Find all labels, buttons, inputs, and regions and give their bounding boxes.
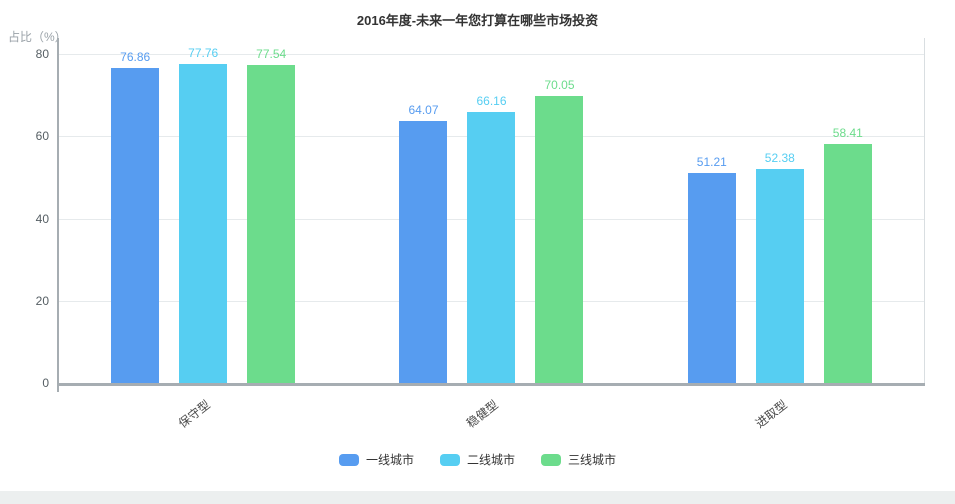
bar	[247, 65, 296, 384]
bar-slot: 64.07	[399, 103, 448, 384]
legend-label: 三线城市	[568, 453, 617, 467]
bar	[755, 168, 804, 384]
bar-value-label: 66.16	[476, 93, 507, 108]
bar-slot: 66.16	[467, 94, 516, 384]
bar-slot: 77.54	[247, 47, 296, 384]
bar-slot: 52.38	[755, 151, 804, 384]
legend-swatch-icon	[541, 453, 561, 466]
bar	[467, 111, 516, 384]
chart-title: 2016年度-未来一年您打算在哪些市场投资	[356, 13, 599, 28]
y-tick-label: 60	[35, 129, 49, 144]
bar-value-label: 52.38	[764, 150, 795, 165]
x-axis-line	[57, 383, 925, 386]
bar-value-label: 70.05	[544, 77, 575, 92]
legend-swatch-icon	[439, 453, 460, 466]
bar-group: 76.86 77.76 77.54 保守型	[59, 38, 347, 431]
bar-value-label: 76.86	[120, 49, 151, 64]
bar-slot: 51.21	[687, 155, 736, 384]
bar	[399, 120, 448, 384]
bar-value-label: 64.07	[408, 102, 439, 117]
legend-item[interactable]: 三线城市	[541, 451, 616, 468]
y-tick-label: 20	[35, 293, 49, 308]
x-category-label: 进取型	[752, 397, 790, 431]
bar-slot: 76.86	[111, 50, 160, 384]
bar	[535, 95, 584, 384]
footer-strip	[0, 491, 955, 504]
bar-value-label: 77.54	[256, 47, 287, 62]
bar	[111, 67, 160, 384]
y-tick-label: 40	[35, 211, 49, 226]
bar-slot: 77.76	[179, 46, 228, 384]
x-category-label: 保守型	[176, 397, 214, 431]
legend-item[interactable]: 一线城市	[338, 451, 414, 468]
plot-area: 0 20 40 60 80 76.86 77.76 77.54 保守型 64.07 66.16 70…	[36, 38, 925, 431]
legend: 一线城市 二线城市 三线城市	[0, 451, 955, 468]
x-category-label: 稳健型	[464, 397, 502, 431]
bar	[179, 64, 228, 384]
gridline	[59, 54, 924, 55]
y-axis-name: 占比（%）	[8, 30, 67, 44]
y-tick-label: 0	[42, 376, 49, 390]
legend-label: 一线城市	[365, 453, 414, 467]
bar-slot: 70.05	[535, 78, 584, 384]
x-axis-origin-tick	[57, 386, 59, 392]
legend-swatch-icon	[338, 453, 359, 466]
bar-value-label: 51.21	[696, 155, 727, 170]
legend-label: 二线城市	[466, 453, 515, 467]
bar-group: 64.07 66.16 70.05 稳健型	[347, 38, 635, 431]
bar	[823, 143, 872, 384]
bar-group: 51.21 52.38 58.41 进取型	[636, 38, 924, 431]
bar-groups: 76.86 77.76 77.54 保守型 64.07 66.16 70.05 稳健型 51.2…	[59, 38, 924, 431]
y-tick-label: 80	[35, 47, 49, 61]
bar-value-label: 77.76	[188, 46, 219, 61]
bar	[687, 173, 736, 384]
bar-value-label: 58.41	[832, 125, 863, 140]
legend-item[interactable]: 二线城市	[439, 451, 515, 468]
bar-slot: 58.41	[823, 126, 872, 384]
